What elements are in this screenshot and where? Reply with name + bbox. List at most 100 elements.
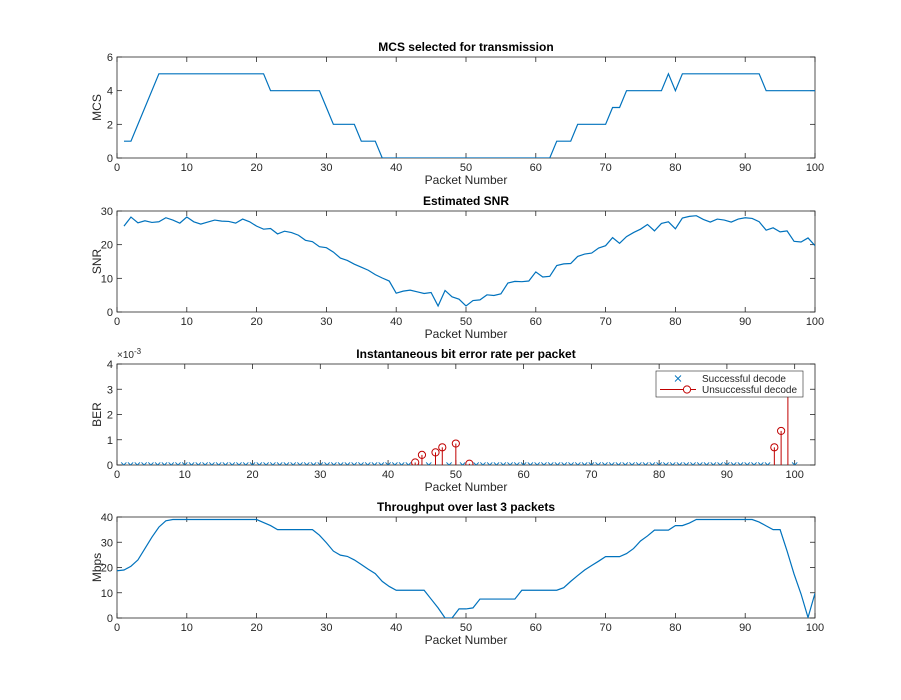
x-tick-label: 100 bbox=[806, 162, 824, 174]
point-failure bbox=[777, 426, 786, 465]
point-success bbox=[147, 462, 154, 465]
point-success bbox=[717, 462, 724, 465]
y-tick-label: 4 bbox=[107, 359, 113, 371]
point-success bbox=[703, 462, 710, 465]
y-tick-label: 0 bbox=[107, 613, 113, 625]
x-tick-label: 50 bbox=[460, 622, 472, 634]
point-success bbox=[242, 462, 249, 465]
x-axis-label: Packet Number bbox=[425, 173, 508, 187]
x-tick-label: 100 bbox=[806, 316, 824, 328]
point-failure bbox=[465, 459, 474, 465]
point-success bbox=[398, 462, 405, 465]
point-failure bbox=[417, 450, 427, 465]
y-tick-label: 0 bbox=[107, 307, 113, 319]
point-success bbox=[513, 462, 520, 465]
x-tick-label: 0 bbox=[114, 469, 120, 481]
point-success bbox=[358, 462, 364, 465]
subplot-3: 0 10 20 30 40 50 60 70 80 90 100 0 1 2 3 4 Instantaneous… bbox=[90, 347, 816, 494]
point-failure bbox=[438, 443, 447, 465]
series-line bbox=[123, 215, 815, 308]
x-tick-label: 80 bbox=[669, 162, 681, 174]
x-tick-label: 40 bbox=[390, 622, 402, 634]
point-success bbox=[480, 462, 486, 465]
y-tick-label: 30 bbox=[101, 537, 113, 549]
point-success bbox=[791, 462, 798, 465]
legend-entry-successful: Successful decode bbox=[674, 374, 786, 385]
point-success bbox=[405, 462, 412, 465]
x-tick-label: 50 bbox=[460, 162, 472, 174]
point-success bbox=[351, 462, 358, 465]
point-success bbox=[283, 462, 290, 465]
point-success bbox=[161, 462, 168, 465]
point-success bbox=[541, 462, 547, 465]
point-success bbox=[527, 462, 534, 465]
point-success bbox=[249, 462, 256, 465]
x-tick-label: 10 bbox=[181, 622, 193, 634]
subplot-2: 0 10 20 30 40 50 60 70 80 90 100 0 10 20 30 Estimated S… bbox=[90, 194, 824, 341]
point-success bbox=[554, 462, 561, 465]
point-success bbox=[236, 462, 242, 465]
y-tick-label: 0 bbox=[107, 153, 113, 165]
point-success bbox=[473, 462, 480, 465]
y-axis-label: MCS bbox=[90, 94, 104, 121]
y-axis-label: BER bbox=[90, 402, 104, 427]
point-success bbox=[561, 462, 568, 465]
point-failure bbox=[431, 448, 440, 465]
series-line bbox=[123, 72, 815, 158]
point-success bbox=[676, 462, 683, 465]
x-tick-label: 100 bbox=[806, 622, 824, 634]
y-exponent-label: ×10-3 bbox=[117, 347, 142, 361]
point-success bbox=[507, 462, 513, 465]
x-tick-label: 30 bbox=[320, 316, 332, 328]
point-success bbox=[344, 462, 351, 465]
x-tick-label: 40 bbox=[390, 316, 402, 328]
point-success bbox=[134, 462, 141, 465]
point-success bbox=[303, 462, 310, 465]
x-tick-label: 60 bbox=[517, 469, 529, 481]
point-success bbox=[181, 462, 188, 465]
point-success bbox=[744, 462, 751, 465]
point-success bbox=[310, 462, 317, 465]
y-tick-label: 10 bbox=[101, 588, 113, 600]
series-line bbox=[117, 518, 815, 618]
y-tick-label: 2 bbox=[107, 119, 113, 131]
point-success bbox=[269, 462, 276, 465]
point-success bbox=[371, 462, 378, 465]
x-tick-label: 60 bbox=[530, 316, 542, 328]
subplot-1: 0 10 20 30 40 50 60 70 80 90 100 0 2 4 6 MCS selected f… bbox=[90, 40, 824, 187]
point-success bbox=[723, 462, 730, 465]
x-tick-label: 50 bbox=[460, 316, 472, 328]
x-tick-label: 70 bbox=[599, 622, 611, 634]
point-success bbox=[764, 462, 771, 465]
point-success bbox=[547, 462, 554, 465]
point-success bbox=[459, 462, 466, 465]
x-tick-label: 80 bbox=[653, 469, 665, 481]
point-success bbox=[208, 462, 215, 465]
point-success bbox=[757, 462, 764, 465]
point-success bbox=[635, 462, 642, 465]
point-success bbox=[683, 462, 690, 465]
y-tick-label: 30 bbox=[101, 206, 113, 218]
axes-box bbox=[116, 56, 816, 159]
legend-entry-unsuccessful: Unsuccessful decode bbox=[660, 385, 797, 396]
point-success bbox=[297, 462, 303, 465]
x-axis-label: Packet Number bbox=[425, 327, 508, 341]
point-success bbox=[642, 462, 649, 465]
axes-box bbox=[116, 210, 816, 313]
x-tick-label: 90 bbox=[739, 316, 751, 328]
chart-title: MCS selected for transmission bbox=[378, 40, 553, 54]
point-success bbox=[276, 462, 283, 465]
point-failure bbox=[411, 458, 420, 465]
y-tick-label: 6 bbox=[107, 52, 113, 64]
point-success bbox=[215, 462, 222, 465]
point-success bbox=[120, 462, 127, 465]
subplot-4: 0 10 20 30 40 50 60 70 80 90 100 0 10 20 30 40 Throughpu… bbox=[90, 500, 824, 647]
y-tick-label: 3 bbox=[107, 384, 113, 396]
axes-box bbox=[116, 516, 816, 619]
point-success bbox=[737, 462, 744, 465]
x-tick-label: 30 bbox=[320, 622, 332, 634]
x-tick-label: 60 bbox=[530, 162, 542, 174]
point-success bbox=[751, 462, 757, 465]
point-success bbox=[324, 462, 330, 465]
